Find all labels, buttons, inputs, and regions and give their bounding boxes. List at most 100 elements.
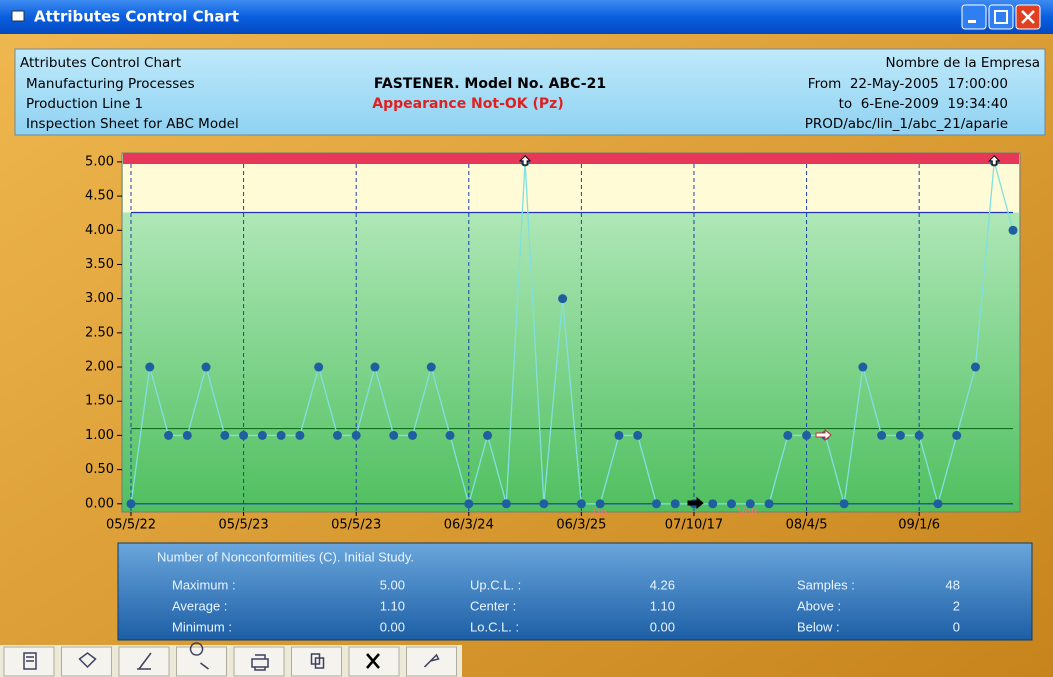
x-tick-label: 07/10/17 [665, 518, 723, 533]
x-tick-label: 05/5/23 [219, 518, 269, 533]
trend-arrow [815, 428, 832, 442]
plot: 0.00 0.50 1.00 1.50 2.00 2.50 3.00 3.50 4.00 4.50… [85, 152, 1021, 533]
data-point [201, 362, 211, 372]
maximize-glyph [994, 10, 1008, 24]
data-point [839, 499, 849, 509]
stats-value: 5.00 [380, 577, 405, 592]
data-point [952, 430, 962, 440]
annotation: Up [592, 506, 607, 519]
data-point [670, 499, 680, 509]
stats-value: 48 [946, 577, 960, 592]
stats-value: 0 [953, 619, 960, 634]
data-point [633, 430, 643, 440]
data-point [614, 430, 624, 440]
data-point [651, 499, 661, 509]
data-point [239, 430, 249, 440]
y-tick-label: 4.00 [85, 223, 114, 238]
x-tick-label: 08/4/5 [786, 518, 828, 533]
data-point [802, 430, 812, 440]
header-right: to 6-Ene-2009 19:34:40 [839, 96, 1008, 112]
toolbar-icon [366, 653, 380, 669]
toolbar-icon [251, 654, 269, 671]
data-point [539, 499, 549, 509]
data-point [483, 430, 493, 440]
stats-label: Above : [797, 598, 841, 613]
stats-value: 1.10 [650, 598, 675, 613]
y-tick-label: 2.50 [85, 325, 114, 340]
stats-label: Average : [172, 598, 227, 613]
stats-label: Center : [470, 598, 516, 613]
data-point [895, 430, 905, 440]
y-tick-label: 3.50 [85, 257, 114, 272]
stats-value: 4.26 [650, 577, 675, 592]
data-point [332, 430, 342, 440]
x-tick-label: 06/3/24 [444, 518, 494, 533]
data-point [764, 499, 774, 509]
out-of-control-arrow [988, 155, 1001, 166]
y-tick-label: 3.00 [85, 291, 114, 306]
x-tick-label: 05/5/23 [331, 518, 381, 533]
header-left: Manufacturing Processes [26, 76, 195, 92]
data-point [464, 499, 474, 509]
annotation: Volt [738, 506, 759, 519]
toolbar-icon [78, 652, 97, 669]
toolbar-button[interactable] [61, 646, 112, 677]
window-title: Attributes Control Chart [34, 8, 239, 26]
minimize-button[interactable] [961, 4, 987, 30]
x-tick-label: 05/5/22 [106, 518, 156, 533]
data-point [970, 362, 980, 372]
close-glyph [1021, 10, 1035, 24]
stats-value: 0.00 [650, 619, 675, 634]
data-point [558, 294, 568, 304]
y-tick-label: 1.50 [85, 394, 114, 409]
data-point [220, 430, 230, 440]
header-right: PROD/abc/lin_1/abc_21/aparie [805, 116, 1008, 132]
y-tick-label: 5.00 [85, 154, 114, 169]
maximize-button[interactable] [988, 4, 1014, 30]
data-point [727, 499, 737, 509]
data-point [783, 430, 793, 440]
stats-value: 1.10 [380, 598, 405, 613]
x-tick-label: 09/1/6 [898, 518, 940, 533]
header-model: FASTENER. Model No. ABC-21 [374, 76, 606, 92]
data-point [708, 499, 718, 509]
stats-label: Samples : [797, 577, 855, 592]
toolbar-icon [310, 653, 325, 669]
header-left: Production Line 1 [26, 96, 143, 112]
x-tick-label: 06/3/25 [556, 518, 606, 533]
title-bar [0, 0, 1053, 34]
data-point [257, 430, 267, 440]
header-characteristic: Appearance Not-OK (Pz) [372, 96, 563, 112]
stats-table: Maximum : 5.00 Up.C.L. : 4.26 Samples : 48 Ave… [172, 577, 960, 634]
toolbar-icon [189, 642, 209, 670]
data-point [351, 430, 361, 440]
header-right: From 22-May-2005 17:00:00 [808, 76, 1008, 92]
toolbar-button[interactable] [291, 646, 342, 677]
header-left: Attributes Control Chart [20, 55, 181, 71]
data-point [1008, 225, 1018, 235]
data-point [276, 430, 286, 440]
data-point [314, 362, 324, 372]
data-point [576, 499, 586, 509]
y-tick-label: 4.50 [85, 189, 114, 204]
data-point [426, 362, 436, 372]
y-tick-label: 2.00 [85, 360, 114, 375]
stats-label: Minimum : [172, 619, 232, 634]
stats-value: 2 [953, 598, 960, 613]
data-point [370, 362, 380, 372]
data-point [407, 430, 417, 440]
app-icon [11, 10, 25, 22]
toolbar-button[interactable] [233, 646, 285, 677]
stats-label: Lo.C.L. : [470, 619, 519, 634]
data-point [595, 499, 605, 509]
toolbar-icon [423, 653, 440, 668]
toolbar-icon [137, 652, 152, 670]
minimize-glyph [968, 20, 976, 23]
trend-arrow [687, 496, 704, 510]
out-of-control-arrow [518, 155, 532, 166]
data-point [389, 430, 399, 440]
data-point [445, 430, 455, 440]
data-point [164, 430, 174, 440]
stats-panel [117, 542, 1033, 641]
